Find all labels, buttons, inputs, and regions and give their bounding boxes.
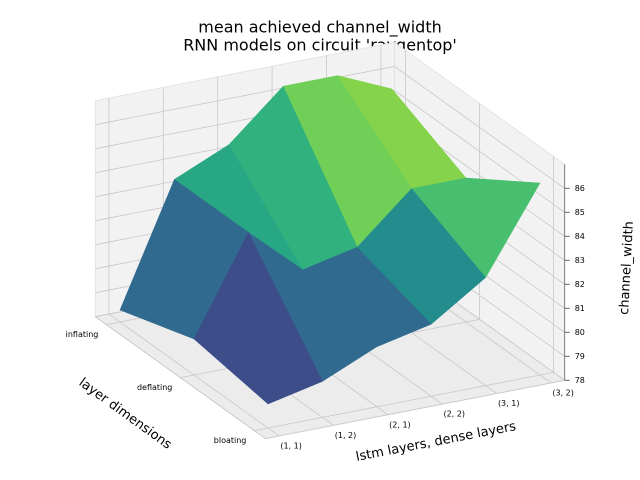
y-axis-title: lstm layers, dense layers: [355, 419, 518, 465]
z-tick-label: 81: [575, 304, 585, 313]
chart-title: mean achieved channel_width: [198, 18, 441, 38]
y-tick-label: (1, 2): [335, 431, 357, 440]
z-axis-title: channel_width: [617, 221, 637, 315]
y-tick-label: (3, 1): [498, 399, 520, 408]
chart-subtitle: RNN models on circuit 'raygentop': [183, 36, 457, 55]
z-tick-label: 82: [575, 280, 585, 289]
z-tick-label: 79: [575, 352, 585, 361]
z-tick-label: 80: [575, 328, 585, 337]
grid-line: [254, 371, 554, 432]
y-tick-label: (2, 2): [444, 410, 466, 419]
x-tick-label: inflating: [66, 330, 99, 339]
x-tick-label: bloating: [214, 436, 247, 445]
y-tick-label: (3, 2): [552, 388, 574, 397]
z-tick-label: 78: [575, 376, 585, 385]
x-axis-line: [95, 316, 266, 439]
y-tick-label: (1, 1): [280, 441, 302, 450]
z-tick-label: 86: [575, 184, 585, 193]
x-tick-label: deflating: [137, 383, 172, 392]
z-tick-label: 83: [575, 256, 585, 265]
grid-line: [95, 66, 395, 126]
z-tick-label: 85: [575, 208, 585, 217]
y-tick-label: (2, 1): [389, 420, 411, 429]
z-tick-label: 84: [575, 232, 585, 241]
y-axis-line: [265, 379, 565, 439]
surface-face: [193, 231, 323, 405]
